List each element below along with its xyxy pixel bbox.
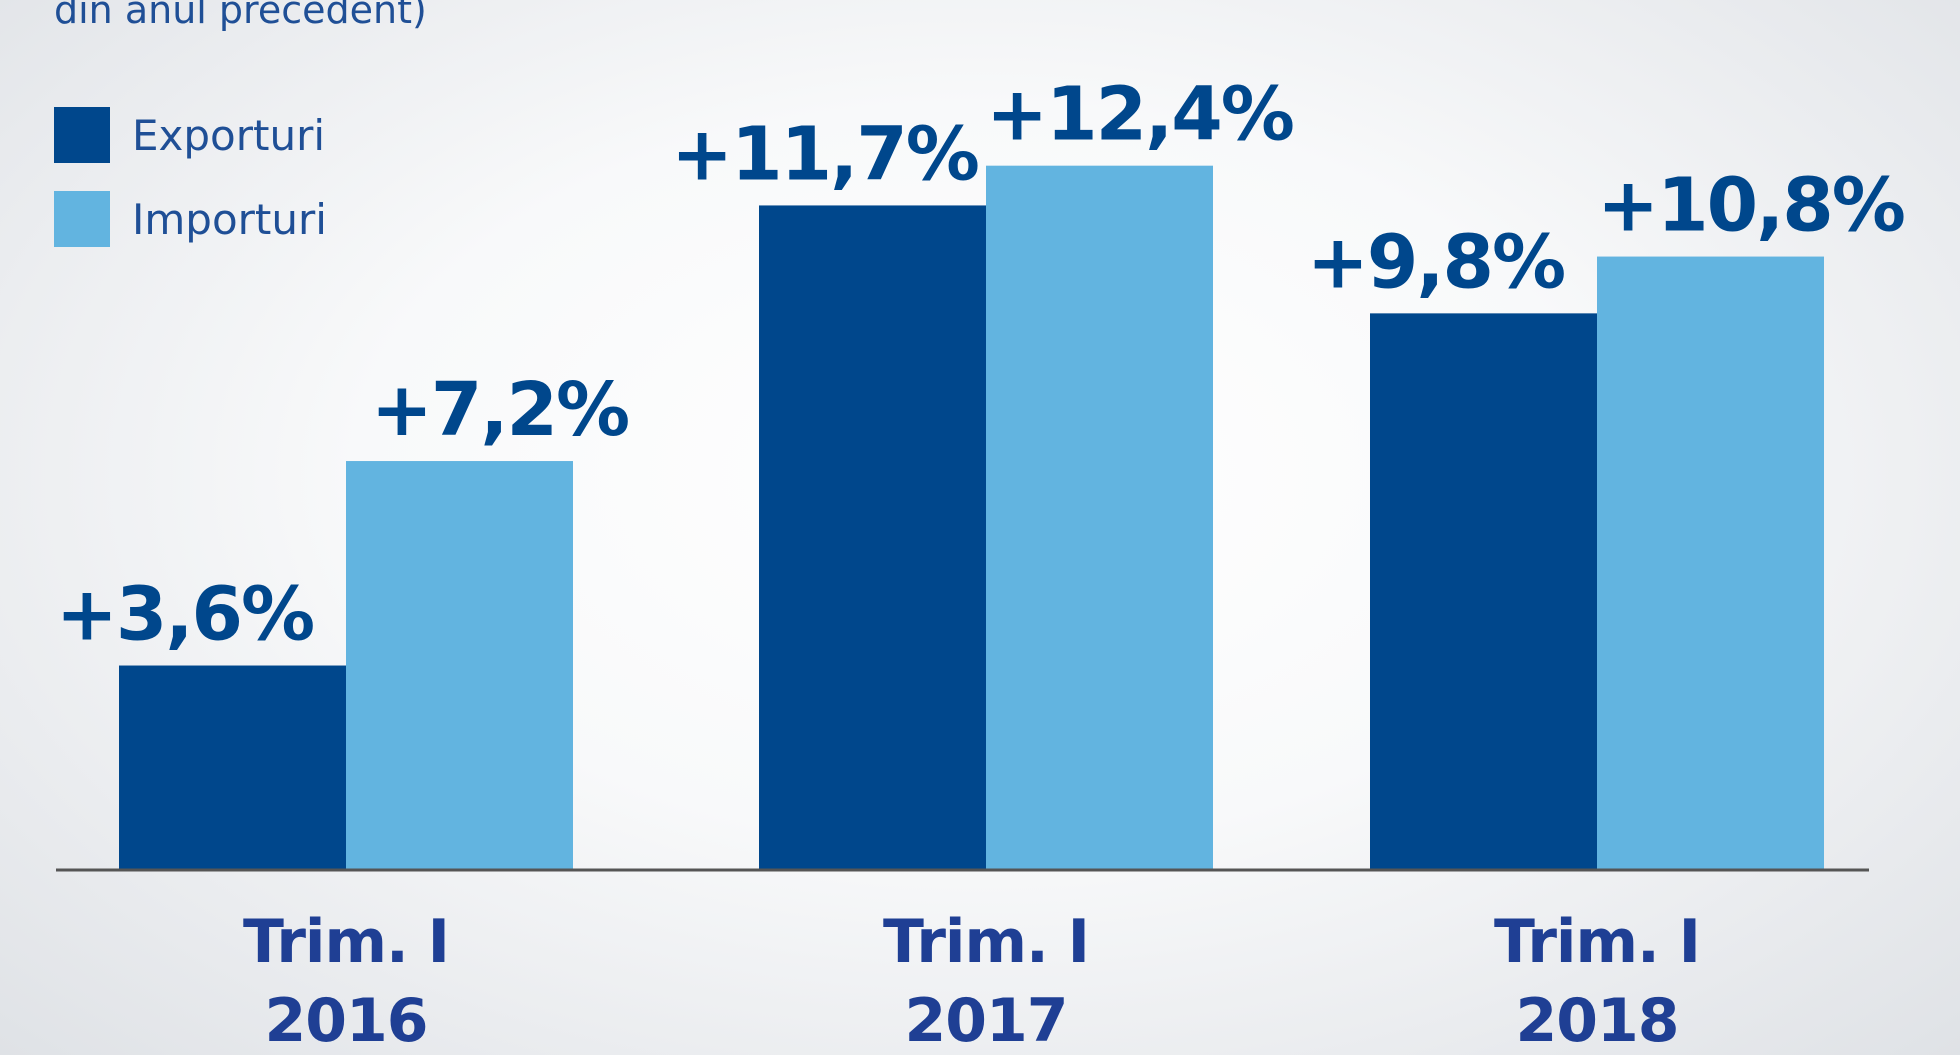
legend-swatch-exporturi: [54, 107, 110, 163]
value-label-exporturi-2: +9,8%: [1307, 219, 1564, 305]
legend-label-exporturi: Exporturi: [132, 110, 326, 160]
bar-importuri-0: [346, 461, 573, 870]
value-label-importuri-0: +7,2%: [371, 367, 628, 453]
value-label-exporturi-0: +3,6%: [56, 572, 313, 658]
legend-swatch-importuri: [54, 191, 110, 247]
legend-item-importuri: Importuri: [54, 191, 327, 247]
bar-importuri-2: [1597, 256, 1824, 870]
legend-item-exporturi: Exporturi: [54, 107, 325, 163]
bar-importuri-1: [986, 165, 1213, 870]
category-label-1-line-0: Trim. I: [883, 907, 1089, 977]
category-label-1-line-1: 2017: [905, 986, 1068, 1055]
chart-subtitle: din anul precedent): [54, 0, 427, 32]
value-label-exporturi-1: +11,7%: [671, 111, 978, 197]
bar-exporturi-1: [759, 205, 986, 870]
value-label-importuri-2: +10,8%: [1597, 163, 1904, 249]
legend-label-importuri: Importuri: [132, 194, 327, 244]
category-label-0-line-1: 2016: [265, 986, 428, 1055]
value-label-importuri-1: +12,4%: [986, 72, 1293, 158]
category-label-2-line-1: 2018: [1516, 986, 1679, 1055]
category-label-0-line-0: Trim. I: [243, 907, 449, 977]
bar-exporturi-2: [1370, 313, 1597, 870]
category-label-2-line-0: Trim. I: [1494, 907, 1700, 977]
bar-exporturi-0: [119, 665, 346, 870]
